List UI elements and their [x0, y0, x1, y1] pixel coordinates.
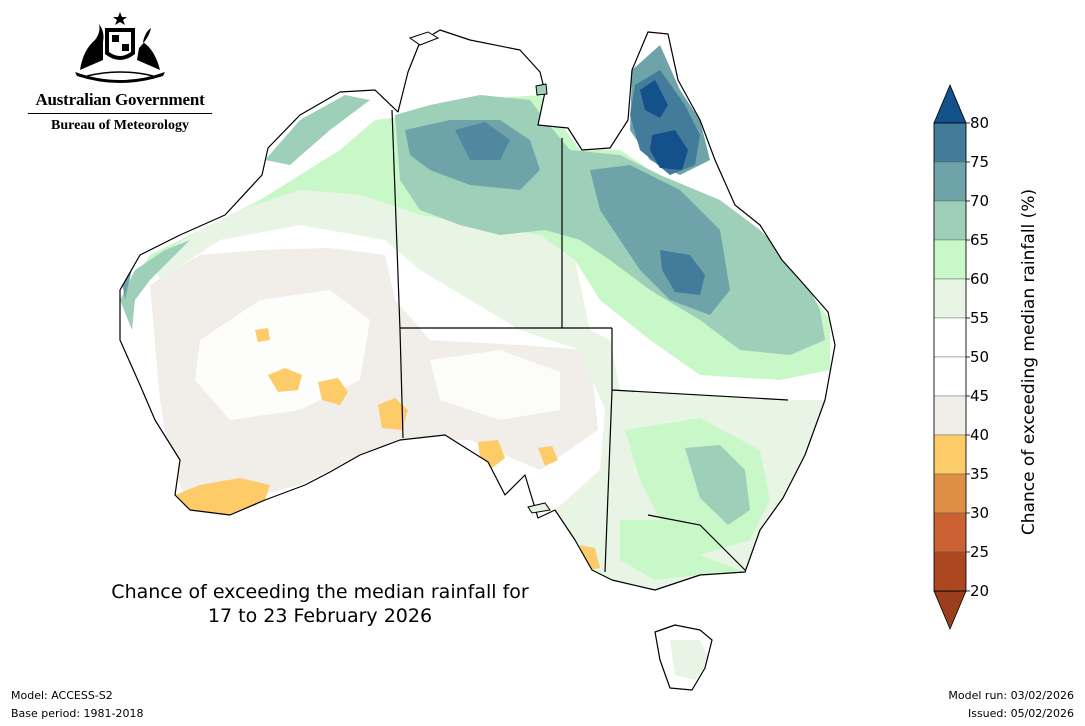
- government-name: Australian Government: [35, 90, 205, 109]
- colorbar-tick-label: 40: [970, 426, 989, 444]
- colorbar-tick-label: 25: [970, 543, 989, 561]
- agency-name: Bureau of Meteorology: [51, 118, 189, 133]
- map-title: Chance of exceeding the median rainfall …: [60, 580, 580, 628]
- colorbar-band: [933, 278, 967, 319]
- logo-divider: [28, 113, 212, 114]
- issued-date: Issued: 05/02/2026: [967, 707, 1074, 720]
- mainland-coastline: [119, 29, 836, 591]
- colorbar-band: [933, 200, 967, 241]
- colorbar-tick-label: 75: [970, 153, 989, 171]
- colorbar-tick-label: 60: [970, 270, 989, 288]
- colorbar-band: [933, 512, 967, 553]
- state-borders: [391, 109, 789, 573]
- colorbar-tick-label: 30: [970, 504, 989, 522]
- colorbar-band: [933, 473, 967, 514]
- colorbar-band: [933, 551, 967, 592]
- tasmania-coastline: [654, 624, 713, 691]
- colorbar-tick-label: 45: [970, 387, 989, 405]
- coat-of-arms-icon: [75, 12, 165, 83]
- footer-right: Model run: 03/02/2026 Issued: 05/02/2026: [948, 687, 1074, 723]
- colorbar-band: [933, 395, 967, 436]
- base-period: Base period: 1981-2018: [11, 707, 144, 720]
- colorbar-bands: [933, 83, 967, 631]
- colorbar-band-top-arrow: [933, 83, 967, 124]
- kangaroo-island: [527, 502, 551, 514]
- colorbar-band: [933, 239, 967, 280]
- map-title-line2: 17 to 23 February 2026: [207, 605, 433, 627]
- groote-eylandt: [535, 83, 548, 96]
- colorbar-ticks: 80 75 70 65 60 55 50 45 40 35 30 25 20: [966, 114, 989, 600]
- colorbar-band: [933, 161, 967, 202]
- colorbar-tick-label: 50: [970, 348, 989, 366]
- bathurst-island: [408, 31, 440, 46]
- colorbar-band: [933, 356, 967, 397]
- colorbar-label: Chance of exceeding median rainfall (%): [1019, 189, 1039, 535]
- colorbar-tick-label: 35: [970, 465, 989, 483]
- colorbar-tick-label: 65: [970, 231, 989, 249]
- colorbar: 80 75 70 65 60 55 50 45 40 35 30 25 20 Chance of exc…: [933, 83, 1039, 631]
- colorbar-tick-label: 70: [970, 192, 989, 210]
- colorbar-tick-label: 55: [970, 309, 989, 327]
- colorbar-band: [933, 122, 967, 163]
- model-name: Model: ACCESS-S2: [11, 689, 113, 702]
- colorbar-band-bottom-arrow: [933, 590, 967, 631]
- government-logo-block: Australian Government Bureau of Meteorol…: [20, 10, 220, 134]
- colorbar-band: [933, 317, 967, 358]
- colorbar-tick-label: 20: [970, 582, 989, 600]
- model-run-date: Model run: 03/02/2026: [948, 689, 1074, 702]
- map-title-line1: Chance of exceeding the median rainfall …: [111, 581, 529, 603]
- colorbar-band: [933, 434, 967, 475]
- footer-left: Model: ACCESS-S2 Base period: 1981-2018: [11, 687, 143, 723]
- colorbar-tick-label: 80: [970, 114, 989, 132]
- probability-field-tasmania: [655, 625, 712, 690]
